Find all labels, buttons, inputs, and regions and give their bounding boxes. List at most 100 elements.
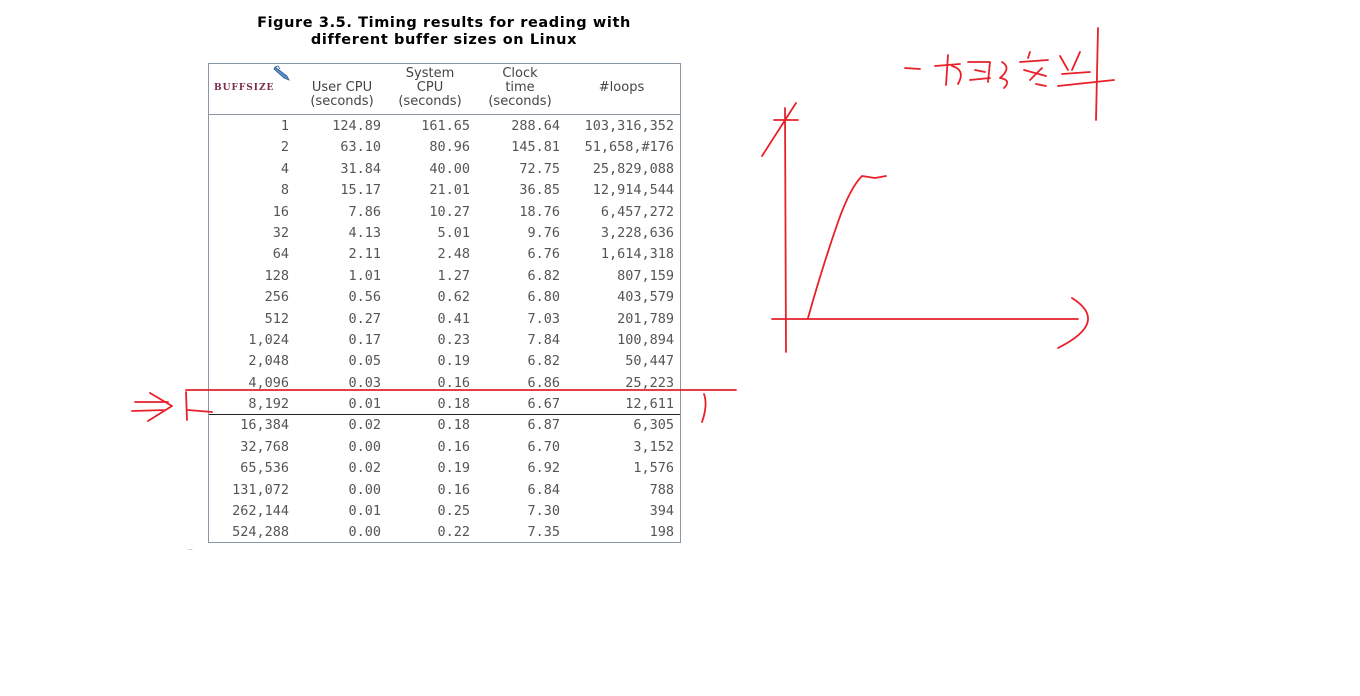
cell-clock-time: 6.87 <box>527 417 560 434</box>
cell-user-cpu: 0.01 <box>348 396 381 413</box>
cell-bufsize: 32 <box>272 224 289 241</box>
ink-note-char-3 <box>999 61 1009 89</box>
cell-system-cpu: 10.27 <box>429 203 470 220</box>
cell-system-cpu: 0.16 <box>437 374 470 391</box>
cell-clock-time: 7.35 <box>527 524 560 541</box>
table-row: 16,384 0.02 0.18 6.87 6,305 <box>209 415 680 436</box>
cell-bufsize: 131,072 <box>232 481 289 498</box>
timing-table: BUFFSIZE User CPU (seconds) System CPU (… <box>208 63 681 543</box>
ink-note-char-4 <box>1019 51 1049 87</box>
cell-user-cpu: 0.02 <box>348 417 381 434</box>
cell-system-cpu: 40.00 <box>429 160 470 177</box>
table-row: 262,144 0.01 0.25 7.30 394 <box>209 501 680 522</box>
cell-clock-time: 36.85 <box>519 182 560 199</box>
cell-loops: 807,159 <box>617 267 674 284</box>
cell-clock-time: 7.03 <box>527 310 560 327</box>
table-body: 1 124.89 161.65 288.64 103,316,352 2 63.10 80.9… <box>209 116 680 544</box>
header-clock-time-line-2: time <box>505 80 535 95</box>
cell-loops: 394 <box>649 503 674 520</box>
header-clock-time-line-1: Clock <box>502 66 538 81</box>
cell-clock-time: 6.76 <box>527 246 560 263</box>
cell-system-cpu: 0.22 <box>437 524 470 541</box>
header-loops: #loops <box>569 81 674 95</box>
cell-user-cpu: 4.13 <box>348 224 381 241</box>
cell-user-cpu: 0.00 <box>348 438 381 455</box>
cell-user-cpu: 0.02 <box>348 460 381 477</box>
cell-clock-time: 145.81 <box>511 139 560 156</box>
cell-user-cpu: 0.56 <box>348 289 381 306</box>
cell-bufsize: 16 <box>272 203 289 220</box>
header-system-cpu-line-3: (seconds) <box>398 94 462 109</box>
cell-bufsize: 32,768 <box>240 438 289 455</box>
cell-system-cpu: 0.23 <box>437 331 470 348</box>
table-row: 32 4.13 5.01 9.76 3,228,636 <box>209 223 680 244</box>
cell-bufsize: 524,288 <box>232 524 289 541</box>
figure-title: Figure 3.5. Timing results for reading w… <box>208 15 680 49</box>
cell-bufsize: 4,096 <box>248 374 289 391</box>
table-row: 2,048 0.05 0.19 6.82 50,447 <box>209 351 680 372</box>
cell-clock-time: 6.82 <box>527 353 560 370</box>
cell-system-cpu: 0.18 <box>437 417 470 434</box>
cell-user-cpu: 0.01 <box>348 503 381 520</box>
cell-loops: 25,223 <box>625 374 674 391</box>
cell-user-cpu: 0.00 <box>348 481 381 498</box>
cell-system-cpu: 0.25 <box>437 503 470 520</box>
cell-clock-time: 6.80 <box>527 289 560 306</box>
cell-system-cpu: 0.19 <box>437 353 470 370</box>
cell-bufsize: 8 <box>280 182 289 199</box>
cell-bufsize: 8,192 <box>248 396 289 413</box>
cell-loops: 12,611 <box>625 396 674 413</box>
table-row: 65,536 0.02 0.19 6.92 1,576 <box>209 458 680 479</box>
cell-bufsize: 256 <box>264 289 289 306</box>
cell-system-cpu: 5.01 <box>437 224 470 241</box>
cell-system-cpu: 0.18 <box>437 396 470 413</box>
cell-user-cpu: 0.17 <box>348 331 381 348</box>
page-mark: .. <box>188 543 194 552</box>
table-row: 131,072 0.00 0.16 6.84 788 <box>209 480 680 501</box>
cell-loops: 25,829,088 <box>592 160 674 177</box>
table-row: 4 31.84 40.00 72.75 25,829,088 <box>209 159 680 180</box>
pen-icon <box>273 65 290 81</box>
header-system-cpu: System CPU (seconds) <box>387 67 473 109</box>
ink-note-char-2 <box>967 61 991 83</box>
cell-bufsize: 262,144 <box>232 503 289 520</box>
ink-y-axis <box>761 102 799 353</box>
cell-bufsize: 16,384 <box>240 417 289 434</box>
cell-bufsize: 128 <box>264 267 289 284</box>
cell-user-cpu: 1.01 <box>348 267 381 284</box>
figure-title-line-1: Figure 3.5. Timing results for reading w… <box>257 15 631 31</box>
cell-user-cpu: 7.86 <box>348 203 381 220</box>
table-row: 1 124.89 161.65 288.64 103,316,352 <box>209 116 680 137</box>
cell-user-cpu: 0.05 <box>348 353 381 370</box>
cell-bufsize: 1 <box>280 118 289 134</box>
cell-user-cpu: 15.17 <box>340 182 381 199</box>
table-row: 512 0.27 0.41 7.03 201,789 <box>209 309 680 330</box>
table-row: 8,192 0.01 0.18 6.67 12,611 <box>209 394 680 415</box>
header-clock-time: Clock time (seconds) <box>475 67 565 109</box>
cell-bufsize: 2,048 <box>248 353 289 370</box>
table-row: 64 2.11 2.48 6.76 1,614,318 <box>209 244 680 265</box>
cell-system-cpu: 0.19 <box>437 460 470 477</box>
table-header: BUFFSIZE User CPU (seconds) System CPU (… <box>209 64 680 115</box>
cell-system-cpu: 161.65 <box>421 118 470 134</box>
cell-user-cpu: 31.84 <box>340 160 381 177</box>
header-bufsize: BUFFSIZE <box>214 83 275 93</box>
cell-system-cpu: 0.16 <box>437 438 470 455</box>
cell-bufsize: 65,536 <box>240 460 289 477</box>
cell-clock-time: 6.92 <box>527 460 560 477</box>
cell-loops: 198 <box>649 524 674 541</box>
cell-bufsize: 2 <box>280 139 289 156</box>
header-user-cpu: User CPU (seconds) <box>297 81 387 109</box>
cell-clock-time: 6.86 <box>527 374 560 391</box>
cell-loops: 51,658,#176 <box>584 139 674 156</box>
cell-loops: 403,579 <box>617 289 674 306</box>
cell-clock-time: 7.30 <box>527 503 560 520</box>
ink-arrow <box>131 392 173 422</box>
table-row: 256 0.56 0.62 6.80 403,579 <box>209 287 680 308</box>
cell-clock-time: 6.67 <box>527 396 560 413</box>
header-user-cpu-line-2: (seconds) <box>310 94 374 109</box>
table-row: 8 15.17 21.01 36.85 12,914,544 <box>209 180 680 201</box>
cell-loops: 1,576 <box>633 460 674 477</box>
cell-bufsize: 64 <box>272 246 289 263</box>
ink-note-char-5 <box>1057 27 1115 121</box>
